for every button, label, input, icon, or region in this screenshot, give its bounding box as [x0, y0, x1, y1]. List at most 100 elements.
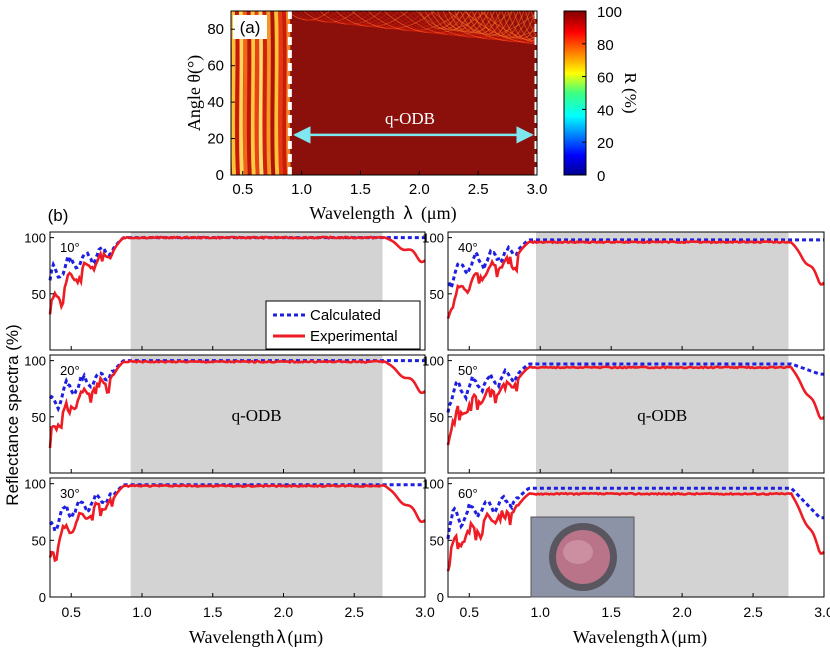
fringe-band	[246, 11, 252, 175]
fringe-band	[250, 11, 256, 175]
fringe-band	[234, 11, 241, 175]
heatmap-arc	[495, 11, 537, 39]
spectra-y-axis-label: Reflectance spectra (%)	[3, 324, 22, 505]
y-tick-label: 60	[207, 58, 224, 75]
heatmap-arc	[524, 11, 537, 38]
panel-a-label: (a)	[240, 18, 261, 37]
y-tick-label: 0	[216, 167, 224, 184]
heatmap-x-ticks: 0.5 1.0 1.5 2.0 2.5 3.0	[232, 171, 547, 198]
heatmap-arc	[518, 11, 537, 42]
colorbar-tick-label: 0	[597, 168, 605, 185]
y-tick-label: 50	[430, 287, 444, 302]
y-tick-label: 100	[24, 354, 46, 369]
heatmap-arc	[483, 11, 525, 38]
subplot-frame	[447, 354, 825, 474]
heatmap-arc	[442, 11, 484, 32]
qodb-band	[130, 478, 383, 597]
fringe-band	[242, 11, 248, 175]
heatmap-arc	[489, 11, 531, 38]
qodb-annotation: q-ODB	[385, 109, 435, 128]
subplot-frame	[49, 354, 426, 474]
colorbar-tick-label: 60	[597, 70, 614, 87]
y-tick-label: 0	[437, 590, 444, 605]
subplot-30deg: 30° 0 50 100 0.5 1.0 1.5 2.0 2.5 3.0	[24, 477, 435, 620]
colorbar-ticks: 0 20 40 60 80 100	[582, 4, 622, 185]
legend: Calculated Experimental	[265, 300, 421, 350]
subplot-frame	[447, 231, 825, 351]
x-tick-label: 1.5	[601, 604, 621, 620]
experimental-curve	[446, 491, 825, 572]
heatmap-arc	[530, 11, 537, 28]
y-tick-label: 50	[430, 410, 444, 425]
subplot-frame	[49, 477, 426, 598]
sample-photo-highlight	[563, 540, 593, 564]
experimental-curve	[446, 239, 825, 319]
left-x-axis-label: Wavelength λ (μm)	[189, 627, 323, 648]
subplot-40deg: 40° 50 100	[422, 231, 825, 351]
y-tick-label: 100	[24, 231, 46, 246]
y-tick-label: 50	[430, 533, 444, 548]
colorbar-label: R (%)	[621, 72, 640, 113]
x-tick-label: 2.5	[345, 604, 365, 620]
qodb-band-label: q-ODB	[637, 406, 687, 425]
y-tick-label: 100	[24, 477, 46, 492]
heatmap-frame	[230, 10, 538, 176]
fringe-band	[238, 11, 244, 175]
y-tick-label: 40	[207, 94, 224, 111]
angle-label: 50°	[458, 363, 478, 378]
qodb-band	[535, 232, 789, 350]
x-tick-label: 3.0	[415, 604, 435, 620]
y-tick-label: 100	[422, 231, 444, 246]
x-tick-label: 1.0	[291, 181, 312, 198]
heatmap-arc	[418, 11, 460, 29]
x-tick-label: 2.0	[409, 181, 430, 198]
fringe-band	[231, 11, 237, 175]
y-tick-label: 20	[207, 131, 224, 148]
heatmap-arc	[465, 11, 507, 35]
heatmap-arc	[512, 11, 537, 41]
experimental-curve	[48, 235, 426, 315]
y-tick-label: 80	[207, 21, 224, 38]
subplot-10deg: 10° 50 100	[24, 231, 426, 351]
subplot-20deg: 20° 50 100 q-ODB	[24, 354, 426, 474]
experimental-curve	[48, 359, 426, 449]
calculated-curve	[446, 362, 824, 413]
legend-experimental-label: Experimental	[310, 328, 398, 345]
heatmap-panel: q-ODB (a) 0.5 1.0 1.5 2.0 2.5 3.0 0 20 40 60 80 W…	[184, 4, 640, 224]
experimental-curve	[446, 365, 825, 446]
fringe-band	[262, 11, 268, 175]
colorbar	[563, 10, 587, 176]
qodb-band-label: q-ODB	[232, 406, 282, 425]
spectra-subplots: 10° 50 100 20° 50 100 q-ODB 30° 0 50 100 0.5 1.0 1.5 2…	[24, 231, 830, 620]
right-x-axis-label: Wavelength λ (μm)	[573, 627, 707, 648]
x-tick-label: 0.5	[61, 604, 81, 620]
heatmap-arc	[501, 11, 537, 40]
subplot-frame	[447, 477, 825, 598]
fringe-band	[278, 11, 284, 175]
heatmap-arc	[469, 11, 537, 45]
x-tick-label: 0.5	[232, 181, 253, 198]
x-tick-label: 0.5	[460, 604, 480, 620]
heatmap-y-axis-label: Angle θ(°)	[184, 55, 205, 131]
panel-b-label: (b)	[48, 206, 69, 225]
y-tick-label: 0	[39, 590, 46, 605]
y-tick-label: 100	[422, 354, 444, 369]
calculated-curve	[447, 238, 824, 293]
colorbar-tick-label: 40	[597, 102, 614, 119]
fringe-band	[270, 11, 276, 175]
heatmap-arc	[448, 11, 490, 33]
heatmap-arc	[463, 11, 537, 45]
x-tick-label: 2.0	[274, 604, 294, 620]
heatmap-arc	[424, 11, 466, 30]
calculated-curve	[446, 486, 824, 540]
y-tick-label: 100	[422, 477, 444, 492]
x-tick-label: 3.0	[527, 181, 548, 198]
qodb-band	[535, 355, 789, 473]
x-tick-label: 1.5	[203, 604, 223, 620]
x-tick-label: 1.0	[530, 604, 550, 620]
y-tick-label: 50	[32, 287, 46, 302]
heatmap-arc	[485, 11, 537, 43]
colorbar-tick-label: 20	[597, 135, 614, 152]
heatmap-arc-pattern	[287, 11, 537, 45]
